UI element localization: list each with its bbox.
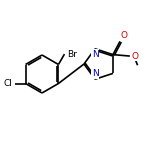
- Text: N: N: [92, 50, 98, 59]
- Text: O: O: [121, 31, 128, 40]
- Text: N: N: [92, 69, 98, 78]
- Text: Cl: Cl: [4, 79, 13, 88]
- Text: Br: Br: [67, 50, 77, 59]
- Text: O: O: [132, 52, 139, 61]
